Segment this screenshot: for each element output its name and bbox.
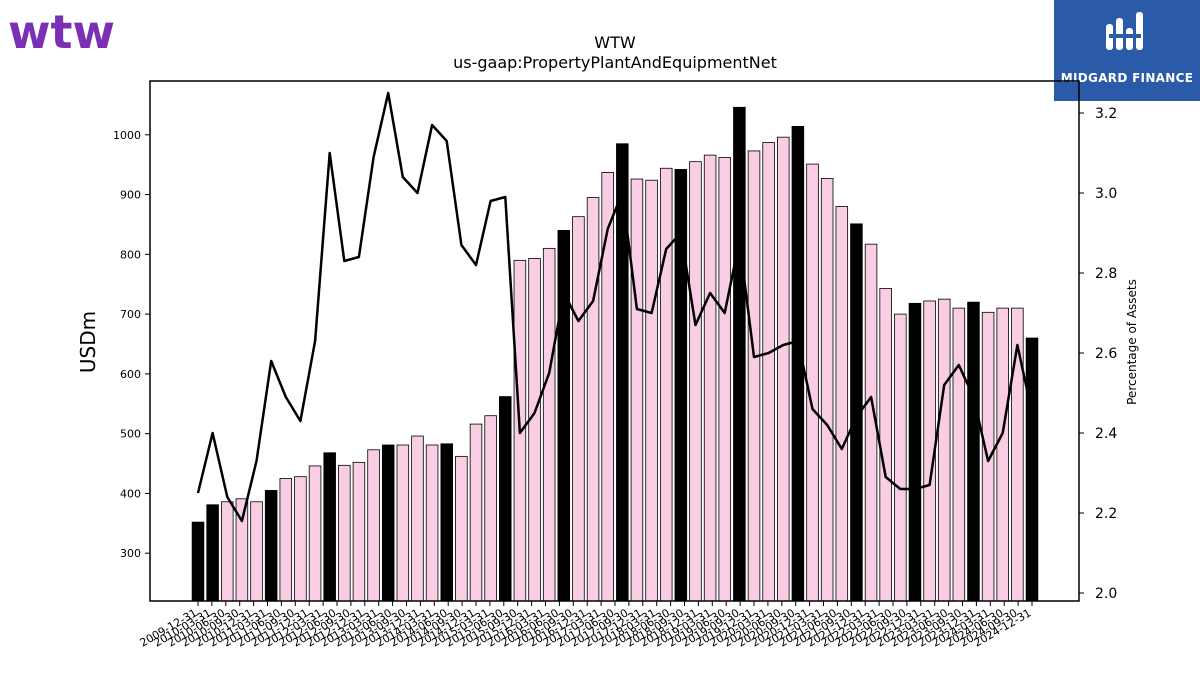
bar <box>601 172 614 602</box>
y2-tick-label: 2.0 <box>1095 586 1117 602</box>
y2-tick-label: 3.0 <box>1095 186 1117 202</box>
bar <box>528 258 541 602</box>
bar <box>367 449 380 602</box>
bar <box>206 504 219 602</box>
bar <box>996 307 1009 602</box>
bar <box>338 464 351 602</box>
midgard-finance-brand: MIDGARD FINANCE <box>1060 71 1194 85</box>
bar <box>557 230 571 602</box>
bar <box>718 157 731 602</box>
bar <box>762 142 775 602</box>
y2-tick-label: 3.2 <box>1095 106 1117 122</box>
bar <box>777 136 790 602</box>
bar <box>703 154 717 602</box>
bar <box>499 396 512 602</box>
bar <box>586 197 600 602</box>
y2-axis-ticks: 2.0 2.2 2.4 2.6 2.8 3.0 3.2 <box>1079 106 1117 602</box>
bar <box>879 288 892 602</box>
chart-subtitle: us-gaap:PropertyPlantAndEquipmentNet <box>453 53 777 72</box>
y-tick-label: 400 <box>120 487 141 500</box>
y2-tick-label: 2.4 <box>1095 426 1117 442</box>
bar <box>572 216 585 602</box>
bar <box>806 163 819 602</box>
y-tick-label: 900 <box>120 189 141 202</box>
y-axis-ticks: 300 400 500 600 700 800 900 1000 <box>113 129 150 560</box>
bar <box>894 313 907 602</box>
bar <box>250 501 263 602</box>
bar <box>645 179 658 602</box>
bar <box>411 435 424 602</box>
y2-axis-label: Percentage of Assets <box>1125 279 1139 405</box>
y2-tick-label: 2.6 <box>1095 346 1117 362</box>
bar <box>396 444 410 602</box>
bar <box>689 161 702 602</box>
y-tick-label: 300 <box>120 547 141 560</box>
bar <box>952 307 966 602</box>
percentage-line <box>196 91 1034 523</box>
bar <box>747 150 761 602</box>
y-axis-label: USDm <box>76 311 100 373</box>
midgard-finance-logo: MIDGARD FINANCE <box>1054 0 1200 101</box>
bar <box>191 521 205 602</box>
bar-series <box>191 106 1039 602</box>
bar <box>440 443 453 602</box>
bar <box>469 423 483 602</box>
wtw-logo: wtw <box>8 5 123 59</box>
bar <box>542 247 556 602</box>
y-tick-label: 500 <box>120 428 141 441</box>
bar <box>264 490 278 602</box>
y-tick-label: 700 <box>120 308 141 321</box>
plot-frame <box>149 80 1080 602</box>
bar <box>352 461 366 602</box>
bar <box>659 167 673 602</box>
midgard-emblem-icon <box>1106 12 1143 50</box>
wtw-logo-text: wtw <box>8 6 115 56</box>
y2-tick-label: 2.2 <box>1095 506 1117 522</box>
bar <box>455 455 468 602</box>
bar <box>1025 337 1039 602</box>
bar <box>294 476 307 602</box>
bar <box>484 415 497 602</box>
chart-title: WTW <box>594 33 636 52</box>
bar <box>616 143 629 602</box>
y-tick-label: 1000 <box>113 129 141 142</box>
x-axis-ticks: 2009-12-312010-03-312010-06-302010-09-30… <box>138 601 1034 650</box>
bar <box>967 301 980 602</box>
bar <box>820 178 834 602</box>
bar <box>425 444 439 602</box>
bar <box>630 178 644 602</box>
bar <box>381 444 395 602</box>
bar <box>835 206 849 602</box>
bar <box>308 465 322 602</box>
bar <box>908 302 922 602</box>
bar <box>221 501 234 602</box>
y2-tick-label: 2.8 <box>1095 266 1117 282</box>
bar <box>279 478 293 602</box>
y-tick-label: 600 <box>120 368 141 381</box>
bar <box>937 298 951 602</box>
bar <box>323 452 336 602</box>
bar <box>733 106 746 602</box>
line-series <box>196 91 1034 523</box>
y-tick-label: 800 <box>120 248 141 261</box>
